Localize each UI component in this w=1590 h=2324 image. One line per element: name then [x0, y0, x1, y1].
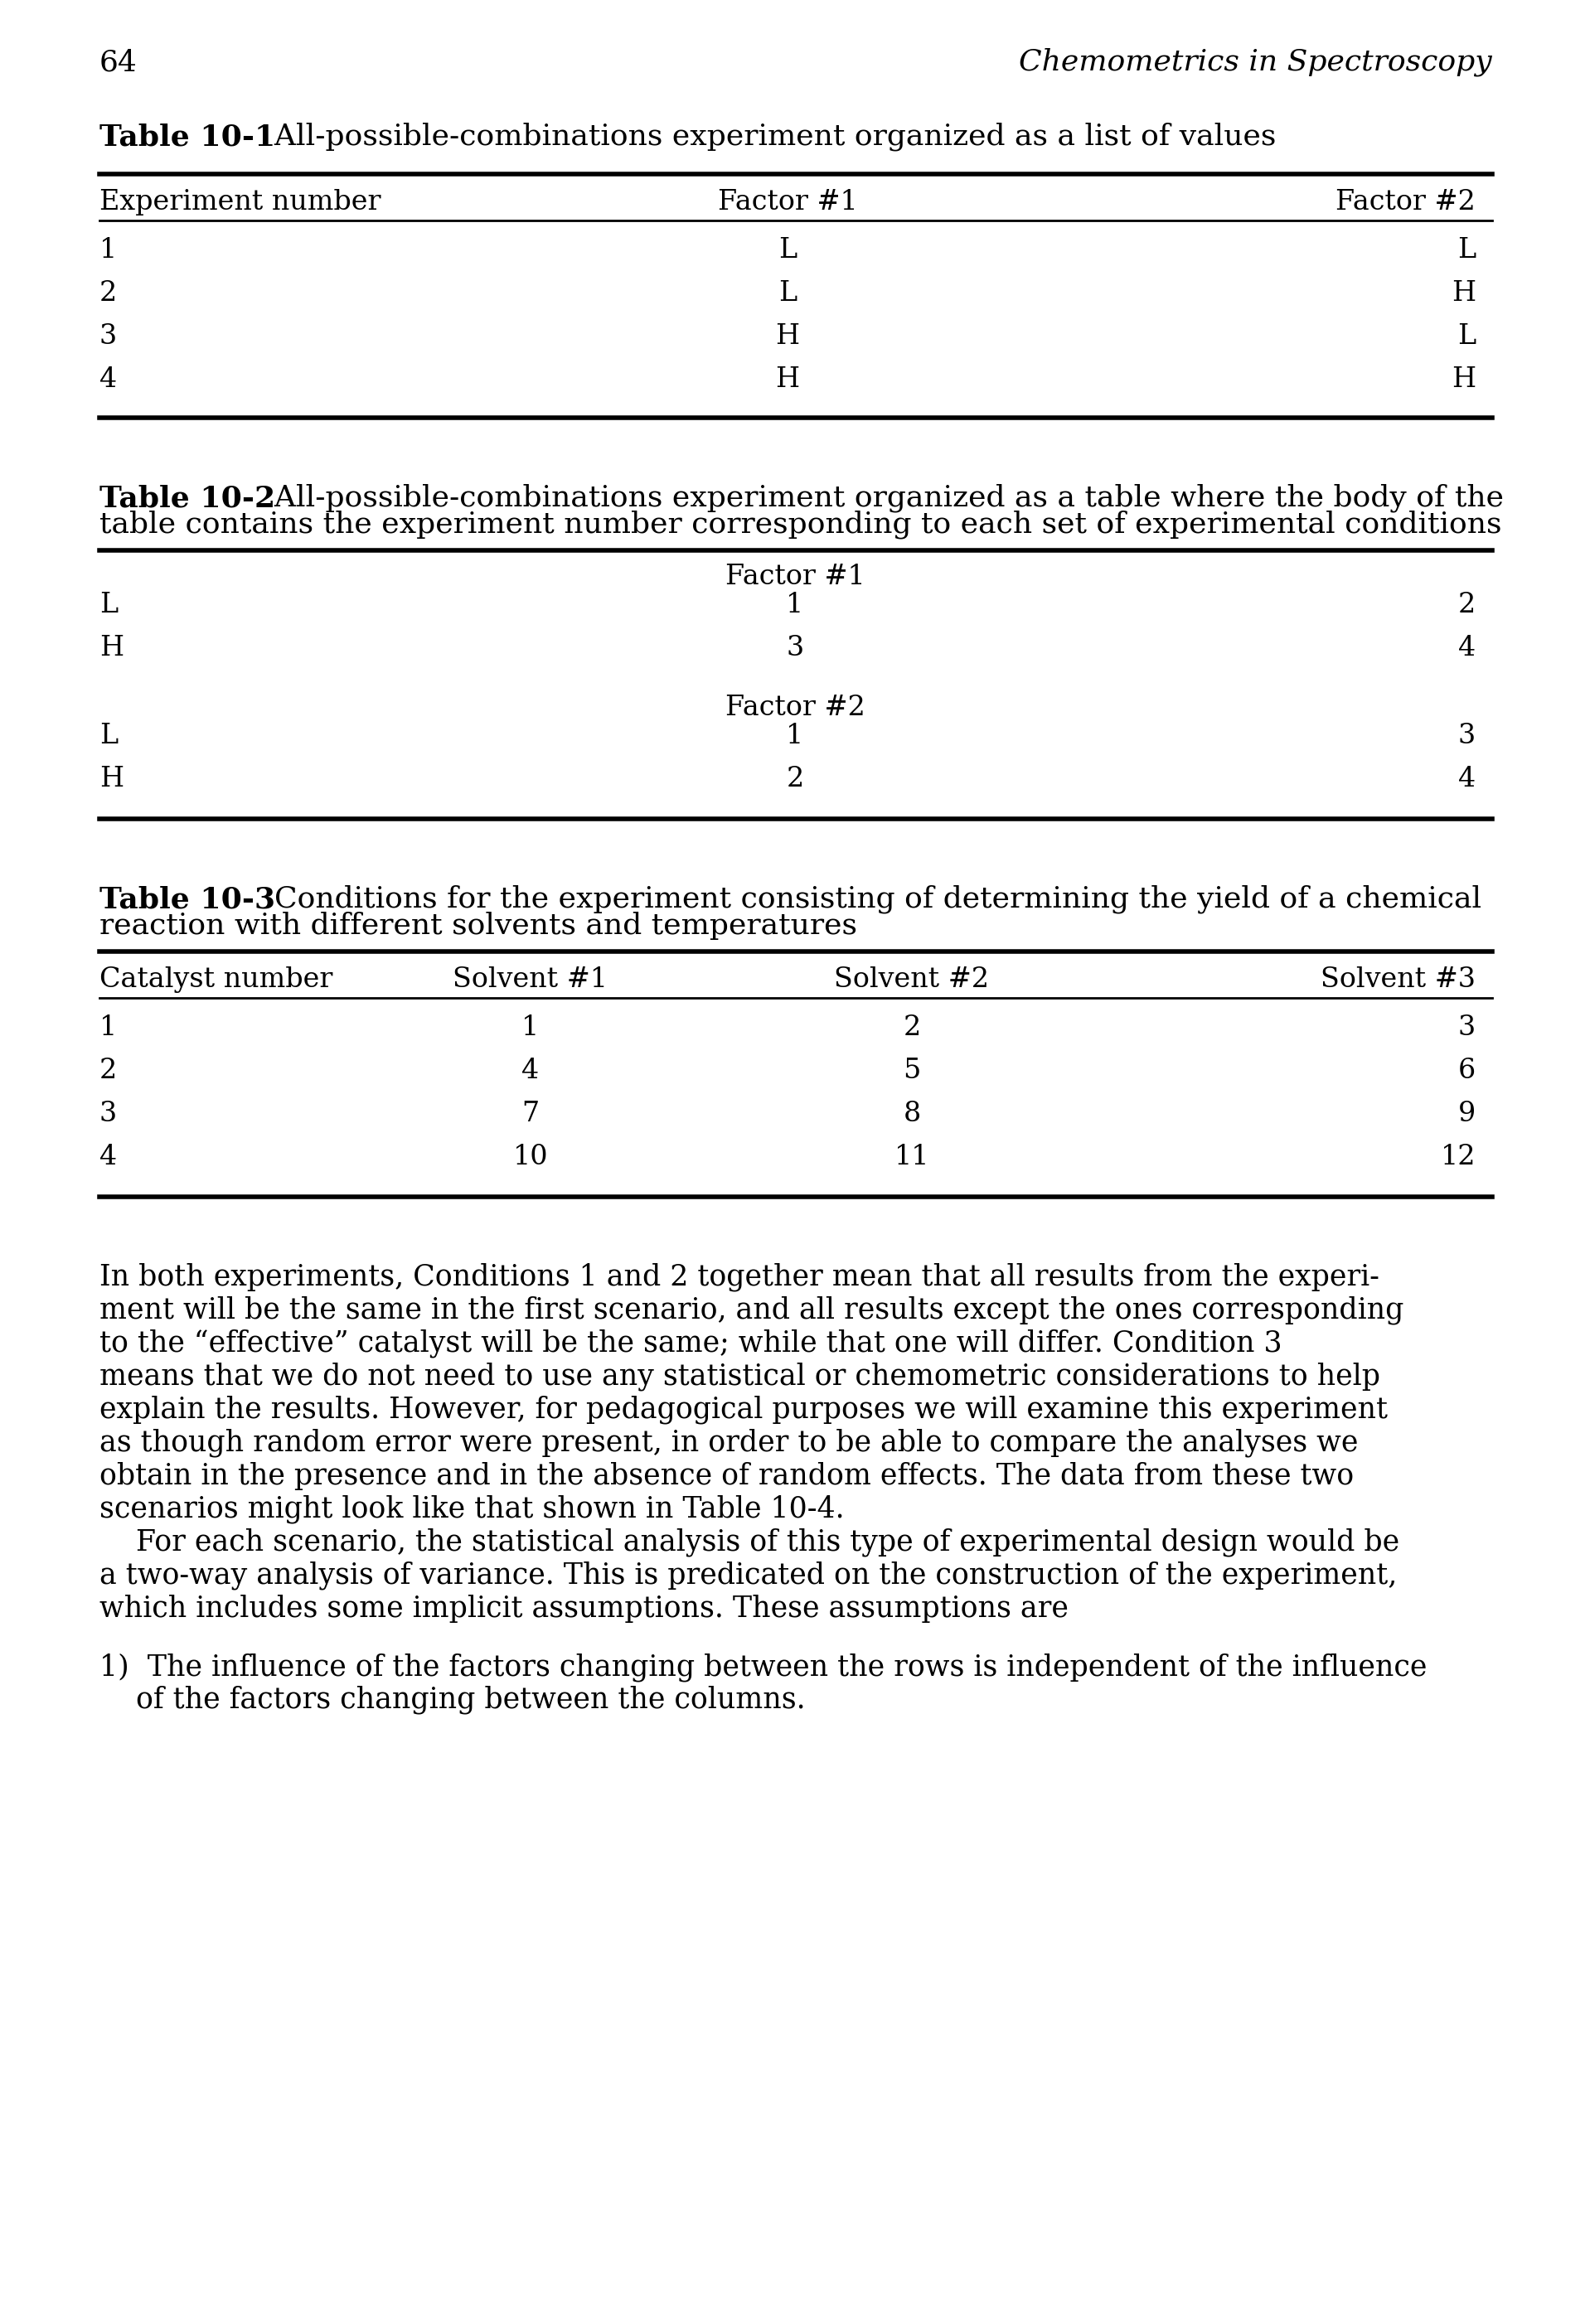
- Text: 2: 2: [100, 1057, 118, 1083]
- Text: For each scenario, the statistical analysis of this type of experimental design : For each scenario, the statistical analy…: [100, 1529, 1399, 1557]
- Text: Table 10-2: Table 10-2: [100, 483, 275, 511]
- Text: 1: 1: [100, 237, 118, 263]
- Text: as though random error were present, in order to be able to compare the analyses: as though random error were present, in …: [100, 1429, 1358, 1457]
- Text: 6: 6: [1458, 1057, 1476, 1083]
- Text: ment will be the same in the first scenario, and all results except the ones cor: ment will be the same in the first scena…: [100, 1297, 1404, 1325]
- Text: Solvent #3: Solvent #3: [1321, 967, 1476, 992]
- Text: H: H: [100, 634, 124, 662]
- Text: Conditions for the experiment consisting of determining the yield of a chemical: Conditions for the experiment consisting…: [256, 885, 1482, 913]
- Text: 4: 4: [1458, 634, 1476, 662]
- Text: 3: 3: [1458, 1016, 1476, 1041]
- Text: 3: 3: [100, 323, 118, 349]
- Text: 4: 4: [100, 367, 118, 393]
- Text: 3: 3: [1458, 723, 1476, 748]
- Text: means that we do not need to use any statistical or chemometric considerations t: means that we do not need to use any sta…: [100, 1362, 1380, 1392]
- Text: to the “effective” catalyst will be the same; while that one will differ. Condit: to the “effective” catalyst will be the …: [100, 1329, 1282, 1357]
- Text: In both experiments, Conditions 1 and 2 together mean that all results from the : In both experiments, Conditions 1 and 2 …: [100, 1264, 1380, 1292]
- Text: Table 10-1: Table 10-1: [100, 123, 275, 151]
- Text: Factor #1: Factor #1: [725, 565, 865, 590]
- Text: All-possible-combinations experiment organized as a list of values: All-possible-combinations experiment org…: [256, 123, 1277, 151]
- Text: 7: 7: [522, 1102, 539, 1127]
- Text: of the factors changing between the columns.: of the factors changing between the colu…: [100, 1685, 806, 1715]
- Text: 1: 1: [100, 1016, 118, 1041]
- Text: 1: 1: [785, 723, 805, 748]
- Text: 3: 3: [100, 1102, 118, 1127]
- Text: 2: 2: [785, 767, 805, 792]
- Text: 8: 8: [903, 1102, 921, 1127]
- Text: 11: 11: [894, 1143, 930, 1171]
- Text: H: H: [776, 367, 800, 393]
- Text: 10: 10: [514, 1143, 549, 1171]
- Text: L: L: [779, 281, 797, 307]
- Text: H: H: [1452, 367, 1476, 393]
- Text: 5: 5: [903, 1057, 921, 1083]
- Text: 64: 64: [100, 49, 137, 77]
- Text: scenarios might look like that shown in Table 10-4.: scenarios might look like that shown in …: [100, 1494, 844, 1525]
- Text: 9: 9: [1458, 1102, 1476, 1127]
- Text: 1)  The influence of the factors changing between the rows is independent of the: 1) The influence of the factors changing…: [100, 1652, 1426, 1680]
- Text: Catalyst number: Catalyst number: [100, 967, 332, 992]
- Text: table contains the experiment number corresponding to each set of experimental c: table contains the experiment number cor…: [100, 511, 1501, 539]
- Text: 2: 2: [100, 281, 118, 307]
- Text: 1: 1: [522, 1016, 539, 1041]
- Text: reaction with different solvents and temperatures: reaction with different solvents and tem…: [100, 911, 857, 939]
- Text: Factor #2: Factor #2: [725, 695, 865, 720]
- Text: explain the results. However, for pedagogical purposes we will examine this expe: explain the results. However, for pedago…: [100, 1397, 1388, 1425]
- Text: L: L: [100, 723, 118, 748]
- Text: Factor #1: Factor #1: [717, 188, 857, 216]
- Text: Solvent #1: Solvent #1: [453, 967, 607, 992]
- Text: 4: 4: [522, 1057, 539, 1083]
- Text: H: H: [100, 767, 124, 792]
- Text: L: L: [779, 237, 797, 263]
- Text: Chemometrics in Spectroscopy: Chemometrics in Spectroscopy: [1019, 49, 1491, 77]
- Text: L: L: [1458, 323, 1476, 349]
- Text: 12: 12: [1441, 1143, 1476, 1171]
- Text: Experiment number: Experiment number: [100, 188, 382, 216]
- Text: 3: 3: [785, 634, 805, 662]
- Text: which includes some implicit assumptions. These assumptions are: which includes some implicit assumptions…: [100, 1594, 1068, 1622]
- Text: 4: 4: [100, 1143, 118, 1171]
- Text: L: L: [100, 593, 118, 618]
- Text: Solvent #2: Solvent #2: [835, 967, 989, 992]
- Text: 1: 1: [785, 593, 805, 618]
- Text: 2: 2: [1458, 593, 1476, 618]
- Text: a two-way analysis of variance. This is predicated on the construction of the ex: a two-way analysis of variance. This is …: [100, 1562, 1398, 1590]
- Text: H: H: [776, 323, 800, 349]
- Text: Table 10-3: Table 10-3: [100, 885, 275, 913]
- Text: L: L: [1458, 237, 1476, 263]
- Text: H: H: [1452, 281, 1476, 307]
- Text: 4: 4: [1458, 767, 1476, 792]
- Text: 2: 2: [903, 1016, 921, 1041]
- Text: Factor #2: Factor #2: [1336, 188, 1476, 216]
- Text: All-possible-combinations experiment organized as a table where the body of the: All-possible-combinations experiment org…: [256, 483, 1504, 514]
- Text: obtain in the presence and in the absence of random effects. The data from these: obtain in the presence and in the absenc…: [100, 1462, 1353, 1490]
